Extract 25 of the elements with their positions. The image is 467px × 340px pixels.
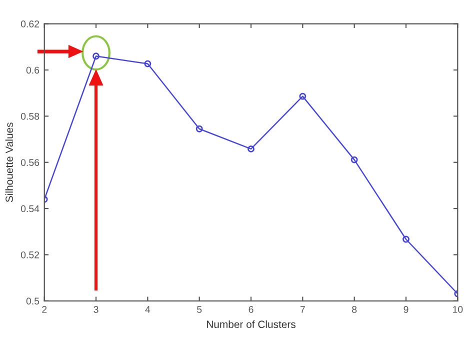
x-tick-label: 10	[452, 306, 463, 313]
x-tick-label: 3	[94, 306, 98, 313]
x-tick-label: 5	[197, 306, 202, 313]
x-tick-label: 4	[145, 306, 150, 313]
y-tick-label: 0.6	[26, 66, 40, 74]
point	[350, 156, 358, 164]
point	[248, 145, 254, 152]
y-tick-label: 0.62	[20, 20, 40, 28]
y-tick-label: 0.52	[20, 251, 40, 258]
point	[92, 52, 100, 60]
x-tick-label: 9	[404, 306, 408, 313]
x-tick-label: 6	[248, 306, 254, 313]
point	[196, 125, 203, 132]
x-tick-label: 8	[352, 306, 357, 313]
y-axis-title: Silhouette Values	[5, 122, 13, 202]
y-tick-label: 0.58	[20, 112, 40, 120]
x-tick-label: 2	[42, 306, 47, 313]
y-tick-label: 0.54	[20, 205, 40, 212]
point	[144, 60, 152, 68]
point	[402, 236, 410, 243]
y-tick-label: 0.56	[20, 159, 40, 166]
x-axis-title: Number of Clusters	[207, 320, 296, 328]
x-tick-label: 7	[300, 306, 305, 313]
point	[299, 92, 306, 100]
y-tick-label: 0.5	[26, 298, 40, 305]
